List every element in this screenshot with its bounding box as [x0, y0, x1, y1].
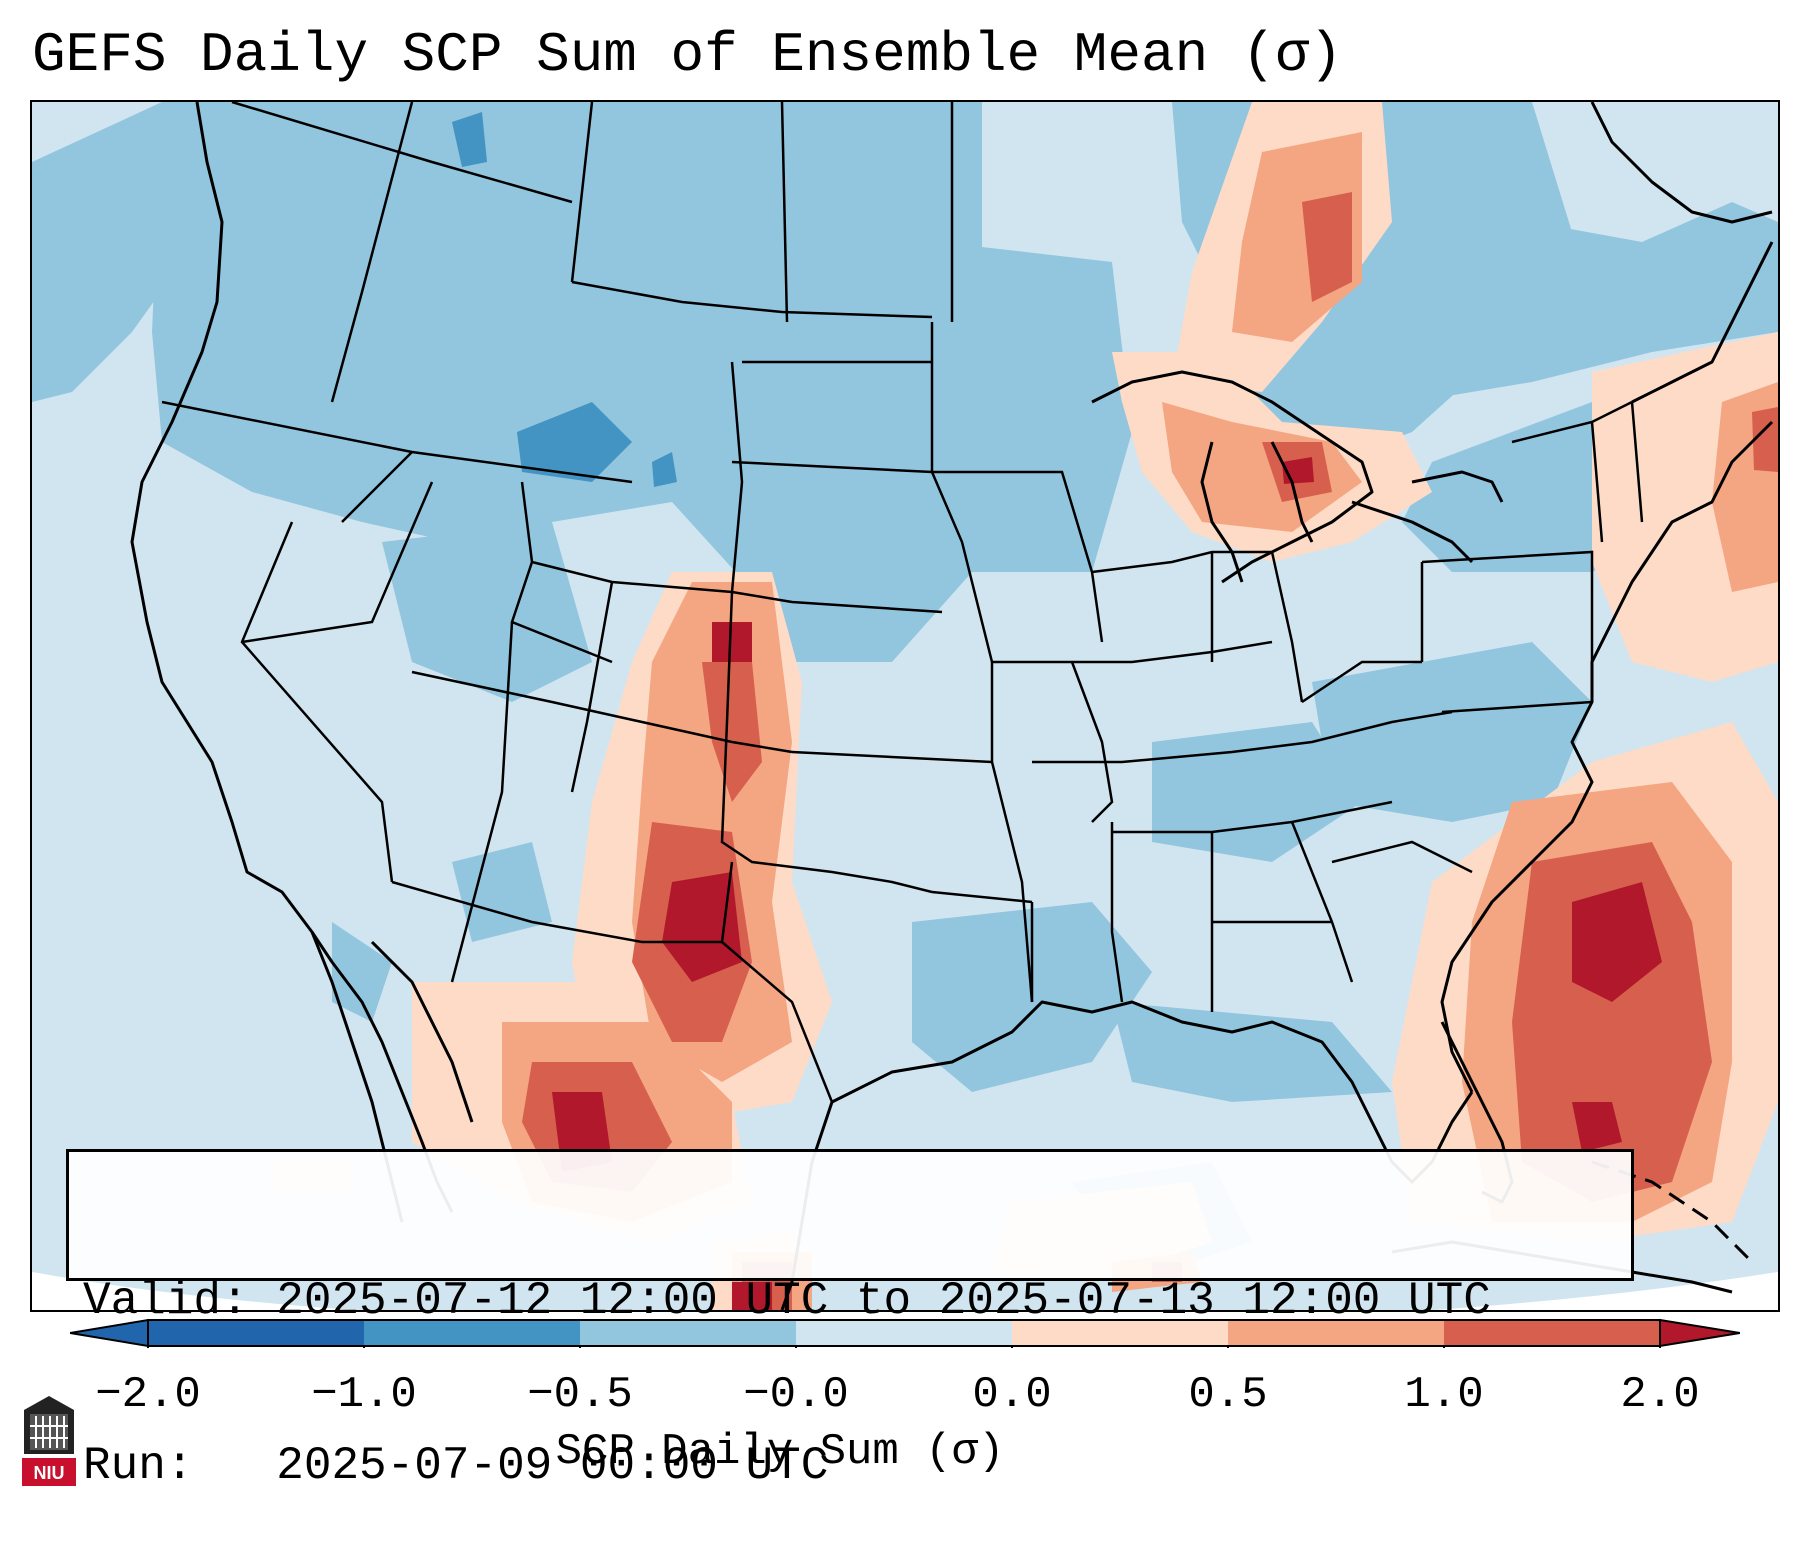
map-panel[interactable]: [30, 100, 1780, 1312]
colorbar-outline: [147, 1319, 1661, 1347]
tick-label: 2.0: [1620, 1370, 1700, 1420]
colorbar-bin: [1228, 1320, 1445, 1346]
niu-logo-icon: NIU: [22, 1396, 76, 1486]
tick-label: 0.5: [1188, 1370, 1268, 1420]
niu-logo: NIU: [20, 1392, 78, 1488]
colorbar-graphic: [69, 1318, 1741, 1348]
tick-label: −1.0: [311, 1370, 417, 1420]
valid-time-text: Valid: 2025-07-12 12:00 UTC to 2025-07-1…: [83, 1275, 1491, 1327]
tick-label: 1.0: [1404, 1370, 1484, 1420]
colorbar-extend-low: [69, 1318, 149, 1348]
colorbar-bin: [796, 1320, 1013, 1346]
colorbar-tick-labels: −2.0 −1.0 −0.5 −0.0 0.0 0.5 1.0 2.0: [0, 1370, 1803, 1430]
off-globe-area: [32, 1272, 1778, 1310]
tick-label: −0.5: [527, 1370, 633, 1420]
state-borders: [161, 102, 1644, 1103]
tick-label: −0.0: [743, 1370, 849, 1420]
colorbar-bin: [148, 1320, 365, 1346]
chart-title: GEFS Daily SCP Sum of Ensemble Mean (σ): [32, 23, 1343, 87]
colorbar-bin: [1012, 1320, 1229, 1346]
colorbar-label: SCP Daily Sum (σ): [555, 1427, 1005, 1477]
colorbar-bin: [1444, 1320, 1661, 1346]
run-time-text: Run: 2025-07-09 00:00 UTC: [83, 1440, 829, 1492]
strong-negative-areas: [452, 112, 677, 487]
colorbar: [69, 1318, 1741, 1348]
colorbar-extend-high: [1659, 1318, 1741, 1348]
tick-label: −2.0: [95, 1370, 201, 1420]
scp-map: [32, 102, 1778, 1310]
colorbar-bin: [364, 1320, 581, 1346]
validity-info-box: Valid: 2025-07-12 12:00 UTC to 2025-07-1…: [66, 1149, 1634, 1492]
svg-text:NIU: NIU: [34, 1463, 65, 1483]
colorbar-bin: [580, 1320, 797, 1346]
tick-label: 0.0: [972, 1370, 1052, 1420]
